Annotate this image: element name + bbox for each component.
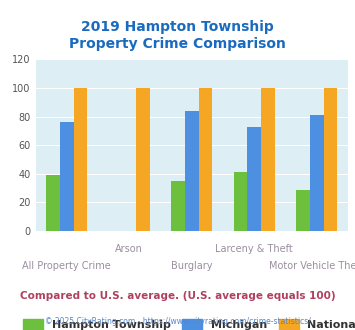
Text: © 2025 CityRating.com - https://www.cityrating.com/crime-statistics/: © 2025 CityRating.com - https://www.city…	[45, 317, 310, 326]
Legend: Hampton Township, Michigan, National: Hampton Township, Michigan, National	[23, 319, 355, 330]
Bar	[73, 88, 87, 231]
Bar	[234, 172, 247, 231]
Text: Compared to U.S. average. (U.S. average equals 100): Compared to U.S. average. (U.S. average …	[20, 291, 335, 301]
Bar	[261, 88, 275, 231]
Bar	[198, 88, 212, 231]
Text: Arson: Arson	[115, 244, 143, 254]
Bar	[185, 111, 198, 231]
Text: 2019 Hampton Township
Property Crime Comparison: 2019 Hampton Township Property Crime Com…	[69, 20, 286, 51]
Bar	[296, 189, 310, 231]
Bar	[46, 175, 60, 231]
Bar	[136, 88, 150, 231]
Text: Motor Vehicle Theft: Motor Vehicle Theft	[269, 261, 355, 271]
Bar	[310, 115, 323, 231]
Text: Burglary: Burglary	[171, 261, 212, 271]
Text: Larceny & Theft: Larceny & Theft	[215, 244, 293, 254]
Bar	[247, 127, 261, 231]
Bar	[323, 88, 337, 231]
Bar	[60, 122, 73, 231]
Text: All Property Crime: All Property Crime	[22, 261, 111, 271]
Bar	[171, 181, 185, 231]
